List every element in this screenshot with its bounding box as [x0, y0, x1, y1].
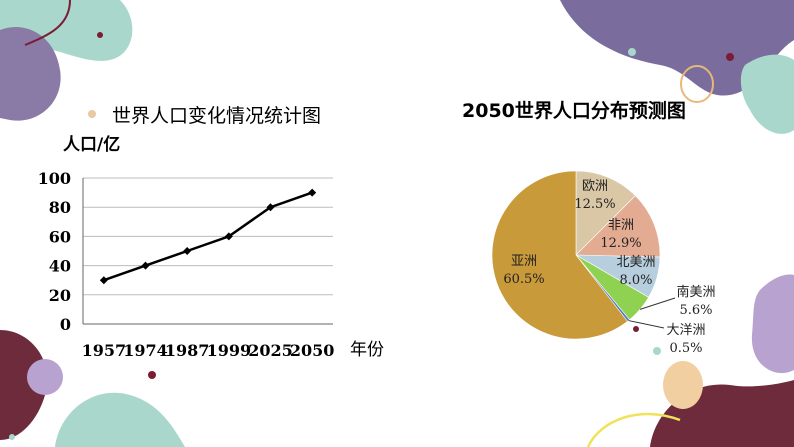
- line-chart-gridlines: [83, 177, 333, 296]
- x-tick-label: 1987: [165, 341, 210, 360]
- pie-label-percent: 60.5%: [503, 272, 544, 287]
- data-point-1957: [99, 276, 108, 285]
- blob-top-left-curve: [24, 0, 71, 46]
- y-tick-label: 20: [49, 286, 71, 305]
- data-point-2050: [308, 188, 317, 197]
- population-series-points: [99, 188, 317, 285]
- dot-bottom-right-small: [653, 347, 661, 355]
- pie-slice-1: [575, 170, 636, 256]
- y-tick-label: 40: [49, 257, 71, 276]
- blob-bottom-left-teal: [55, 392, 185, 447]
- dot-bottom-left-tiny: [9, 434, 15, 440]
- blob-top-left-purple: [0, 26, 61, 121]
- y-tick-label: 0: [60, 315, 71, 334]
- pie-label-percent: 0.5%: [669, 341, 702, 356]
- pie-label-name: 欧洲: [582, 179, 608, 194]
- pie-slice-0: [491, 170, 628, 340]
- population-chart-title: 世界人口变化情况统计图: [112, 105, 321, 127]
- x-tick-label: 1974: [123, 341, 168, 360]
- data-point-1974: [141, 261, 150, 270]
- population-distribution-pie-chart: 2050世界人口分布预测图 亚洲 60.5% 欧洲 12.5% 非洲 12.9% 北美洲 8.…: [462, 99, 716, 356]
- blob-top-right-teal: [740, 54, 794, 134]
- pie-label-percent: 5.6%: [679, 303, 712, 318]
- pie-label-name: 非洲: [608, 218, 634, 233]
- x-tick-label: 1999: [207, 341, 252, 360]
- y-tick-label: 60: [49, 227, 71, 246]
- data-point-1987: [183, 247, 192, 255]
- population-chart-ylabel: 人口/亿: [63, 134, 120, 155]
- data-point-1999: [224, 232, 233, 241]
- dot-bottom-left-lavender: [27, 359, 63, 395]
- pie-slices: [491, 170, 661, 340]
- y-tick-label: 80: [49, 198, 71, 217]
- x-tick-label: 2050: [290, 341, 335, 360]
- dot-top-left: [100, 31, 126, 57]
- pie-label-percent: 12.9%: [600, 236, 641, 251]
- pie-label-percent: 12.5%: [574, 197, 615, 212]
- blob-bottom-left-maroon: [0, 330, 48, 440]
- dot-top-right: [726, 53, 734, 61]
- pie-label-name: 南美洲: [676, 284, 715, 300]
- title-bullet: [88, 110, 96, 118]
- data-point-2025: [266, 203, 275, 212]
- pie-labels: 亚洲 60.5% 欧洲 12.5% 非洲 12.9% 北美洲 8.0% 南美洲 5.6% 大洋洲 0.…: [503, 179, 715, 356]
- leader-line-5: [628, 320, 665, 329]
- blob-top-right-purple: [560, 0, 794, 96]
- ring-top-right: [680, 65, 714, 103]
- pie-label-name: 亚洲: [511, 254, 537, 269]
- population-series-line: [103, 191, 313, 282]
- dot-bottom-right-maroon: [633, 326, 639, 332]
- line-chart-y-tick-labels: 0 20 40 60 80 100: [38, 169, 71, 334]
- pie-slice-2: [575, 195, 661, 258]
- blob-bottom-right-lavender: [751, 274, 794, 374]
- dot-top-small: [97, 32, 103, 38]
- x-tick-label: 2025: [248, 341, 293, 360]
- x-tick-label: 1957: [82, 341, 127, 360]
- population-line-chart: 世界人口变化情况统计图 人口/亿 年份 0 20 40 60 80 100 1957197…: [38, 105, 384, 360]
- yellow-curve-bottom-right: [586, 412, 681, 447]
- population-chart-xlabel: 年份: [350, 340, 384, 360]
- leader-line-4: [639, 297, 676, 310]
- dot-bottom-left-small: [148, 371, 156, 379]
- blob-bottom-right-peach: [663, 361, 703, 409]
- pie-label-name: 北美洲: [616, 255, 655, 270]
- y-tick-label: 100: [38, 169, 71, 188]
- pie-chart-title: 2050世界人口分布预测图: [462, 99, 686, 122]
- pie-label-percent: 8.0%: [619, 273, 652, 288]
- pie-label-name: 大洋洲: [666, 323, 705, 338]
- dot-top-mid: [628, 48, 636, 56]
